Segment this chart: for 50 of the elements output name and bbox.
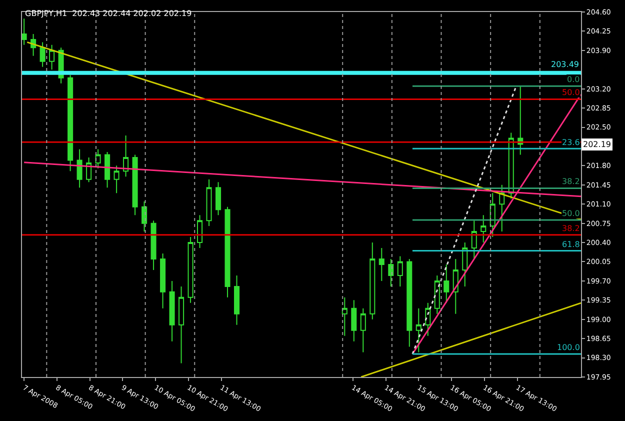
candlestick [160,253,166,309]
series-label: 61.8 [562,240,580,249]
candlestick [351,300,357,342]
candlestick [49,44,55,70]
series-label: 100.0 [557,343,580,352]
candlestick [234,274,240,326]
candlestick [518,86,524,156]
candlestick [425,302,431,336]
series-label: 0.0 [567,75,580,84]
series-label: 38.2 [562,177,580,186]
candlestick [434,274,440,314]
candlestick [68,74,74,172]
candlestick [76,148,82,188]
candlestick [188,236,194,304]
candlestick [406,258,412,348]
series-label: 23.6 [562,138,580,147]
candlestick [206,178,212,227]
candlestick [370,242,376,320]
candlestick [342,296,348,336]
candlestick [95,148,101,169]
candlestick [360,308,366,353]
candlestick [499,184,505,232]
candlestick [178,286,184,364]
candlestick [123,135,129,178]
chart-title: GBPJPY,H1 202.43 202.44 202.02 202.19 [25,9,192,18]
candlestick [462,242,468,287]
annotation: 202.19 [583,140,611,149]
candlestick [471,220,477,260]
candlestick [104,151,110,188]
series-label: 38.2 [562,224,580,233]
candlestick [142,200,148,232]
candlestick [416,308,422,353]
candlestick [132,154,138,216]
ref-line-label: 203.49 [551,60,579,69]
candlestick [114,165,120,194]
candlestick [480,214,486,244]
candlestick [452,258,458,314]
series-label: 50.0 [562,209,580,218]
candlestick [216,182,222,216]
candlestick [22,18,27,46]
candlestick [378,248,384,282]
candlestick [40,42,46,68]
candlestick [86,156,92,183]
candlestick [169,280,175,342]
candlestick [224,206,230,298]
candlestick [397,256,403,287]
candlestick [150,220,156,270]
candlestick [197,214,203,249]
series-label: 50.0 [562,88,580,97]
candlestick [444,264,450,304]
